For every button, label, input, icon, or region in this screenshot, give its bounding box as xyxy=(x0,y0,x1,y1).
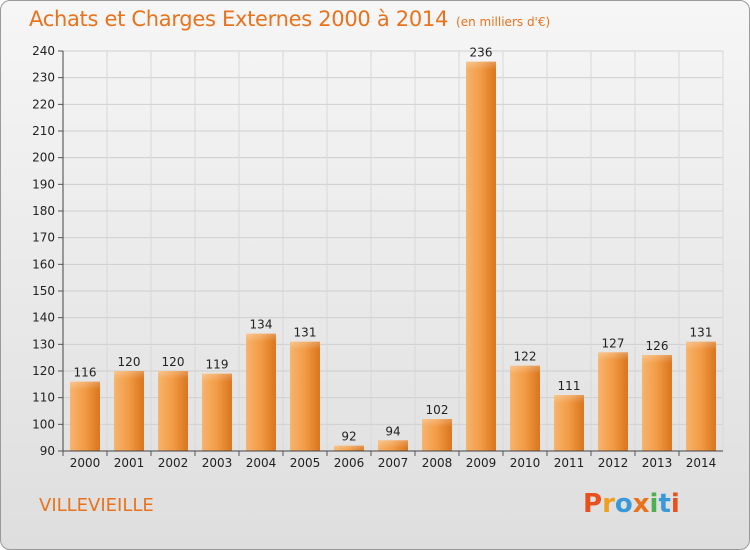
y-tick-label: 110 xyxy=(32,391,55,405)
bar-highlight xyxy=(642,355,672,363)
logo-letter: r xyxy=(602,489,615,519)
bar-highlight xyxy=(158,371,188,379)
x-tick-label: 2006 xyxy=(334,456,365,470)
y-tick-label: 200 xyxy=(32,151,55,165)
y-tick-label: 230 xyxy=(32,71,55,85)
data-label-2004: 134 xyxy=(250,318,273,332)
bar-2014 xyxy=(686,341,716,451)
x-tick-label: 2001 xyxy=(114,456,145,470)
y-tick-label: 120 xyxy=(32,364,55,378)
bar-2004 xyxy=(246,333,276,451)
y-tick-label: 240 xyxy=(32,44,55,58)
y-tick-label: 210 xyxy=(32,124,55,138)
y-tick-label: 180 xyxy=(32,204,55,218)
logo-letter: i xyxy=(649,489,659,519)
bar-highlight xyxy=(202,373,232,382)
data-label-2012: 127 xyxy=(602,336,625,350)
logo-letter: x xyxy=(632,489,650,519)
logo-letter: P xyxy=(583,489,603,519)
x-tick-label: 2003 xyxy=(202,456,233,470)
bar-2010 xyxy=(510,365,540,451)
bar-2012 xyxy=(598,352,628,451)
proxiti-logo: Proxiti xyxy=(583,489,680,519)
bar-highlight xyxy=(686,341,716,350)
y-tick-label: 160 xyxy=(32,257,55,271)
x-tick-label: 2014 xyxy=(686,456,717,470)
bar-2011 xyxy=(554,395,584,451)
y-tick-label: 90 xyxy=(40,444,55,458)
bar-highlight xyxy=(554,395,584,403)
bar-highlight xyxy=(598,352,628,361)
data-label-2014: 131 xyxy=(690,326,713,340)
commune-name: VILLEVIEILLE xyxy=(39,495,154,516)
bar-highlight xyxy=(114,371,144,379)
chart-title-text: Achats et Charges Externes 2000 à 2014 xyxy=(29,7,449,31)
x-tick-label: 2012 xyxy=(598,456,629,470)
chart-title: Achats et Charges Externes 2000 à 2014 (e… xyxy=(29,7,550,31)
bar-highlight xyxy=(290,341,320,350)
y-tick-label: 140 xyxy=(32,311,55,325)
x-tick-label: 2009 xyxy=(466,456,497,470)
logo-letter: o xyxy=(614,489,633,519)
data-label-2000: 116 xyxy=(74,366,97,380)
bar-2000 xyxy=(70,381,100,451)
data-label-2010: 122 xyxy=(514,350,537,364)
y-tick-label: 100 xyxy=(32,417,55,431)
bar-highlight xyxy=(466,61,496,70)
bar-2013 xyxy=(642,355,672,451)
data-label-2009: 236 xyxy=(470,46,493,60)
x-tick-label: 2011 xyxy=(554,456,585,470)
bar-2002 xyxy=(158,371,188,451)
data-label-2013: 126 xyxy=(646,339,669,353)
logo-letter: t xyxy=(658,489,671,519)
data-label-2005: 131 xyxy=(294,326,317,340)
data-label-2001: 120 xyxy=(118,355,141,369)
x-tick-label: 2005 xyxy=(290,456,321,470)
x-tick-label: 2004 xyxy=(246,456,277,470)
x-tick-label: 2000 xyxy=(70,456,101,470)
bars-layer xyxy=(70,61,716,452)
bar-2001 xyxy=(114,371,144,451)
bar-highlight xyxy=(510,365,540,374)
bar-highlight xyxy=(246,333,276,342)
x-tick-label: 2010 xyxy=(510,456,541,470)
bar-highlight xyxy=(70,381,100,390)
y-tick-label: 150 xyxy=(32,284,55,298)
data-label-2007: 94 xyxy=(385,424,400,438)
data-label-2011: 111 xyxy=(558,379,581,393)
x-tick-label: 2002 xyxy=(158,456,189,470)
logo-letter: i xyxy=(670,489,680,519)
x-tick-label: 2013 xyxy=(642,456,673,470)
bar-2003 xyxy=(202,373,232,451)
data-label-2002: 120 xyxy=(162,355,185,369)
y-tick-label: 130 xyxy=(32,337,55,351)
y-tick-label: 170 xyxy=(32,231,55,245)
bar-highlight xyxy=(334,445,364,451)
bar-2005 xyxy=(290,341,320,451)
y-tick-label: 190 xyxy=(32,177,55,191)
bar-highlight xyxy=(422,419,452,427)
data-label-2003: 119 xyxy=(206,358,229,372)
data-label-2006: 92 xyxy=(341,430,356,444)
bar-2009 xyxy=(466,61,496,452)
y-tick-label: 220 xyxy=(32,97,55,111)
labels-layer: 116 120 120 119 134 131 92 94 102 236 122 111 127 126… xyxy=(74,46,713,444)
bar-highlight xyxy=(378,440,408,449)
x-tick-label: 2008 xyxy=(422,456,453,470)
x-tick-label: 2007 xyxy=(378,456,409,470)
data-label-2008: 102 xyxy=(426,403,449,417)
chart-unit: (en milliers d'€) xyxy=(456,15,551,29)
axis-layer: 9010011012013014015016017018019020021022… xyxy=(32,44,723,470)
